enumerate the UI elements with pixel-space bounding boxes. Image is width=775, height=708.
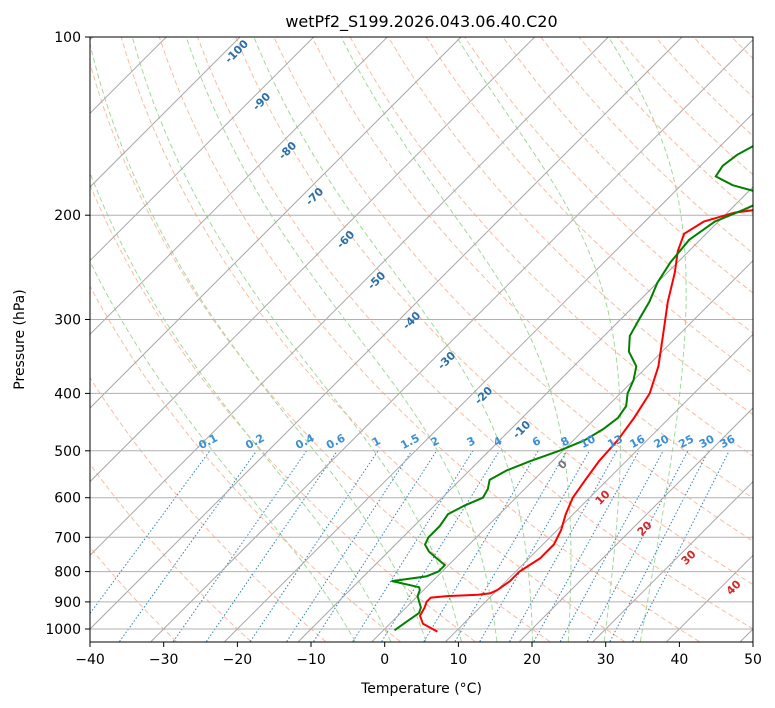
isotherm xyxy=(90,37,315,262)
dry-adiabat xyxy=(90,463,252,642)
x-tick-label: 40 xyxy=(670,652,688,668)
y-tick-label: 800 xyxy=(54,565,81,581)
dry-adiabat xyxy=(197,37,753,630)
isobars xyxy=(90,37,753,630)
plot-frame xyxy=(89,36,754,643)
mixing-ratio-label: 30 xyxy=(697,432,717,451)
y-tick-label: 1000 xyxy=(45,622,81,638)
isotherm xyxy=(90,37,388,336)
moist-adiabats xyxy=(90,37,687,642)
isotherm xyxy=(592,480,753,642)
x-tick-label: −30 xyxy=(149,652,179,668)
temperature-line xyxy=(419,209,753,633)
y-tick-label: 200 xyxy=(54,208,81,224)
isotherm xyxy=(150,38,753,642)
isotherm xyxy=(224,112,753,642)
mixing-ratio-line xyxy=(586,450,689,642)
mixing-ratio-line xyxy=(313,450,438,642)
x-tick-label: 30 xyxy=(597,652,615,668)
isotherm xyxy=(90,37,609,557)
mixing-ratio-line xyxy=(172,450,308,642)
plot-area xyxy=(90,37,753,642)
x-tick-label: 0 xyxy=(380,652,389,668)
y-axis-label: Pressure (hPa) xyxy=(12,289,28,389)
y-tick-label: 100 xyxy=(54,30,81,46)
moist-adiabat xyxy=(90,41,427,642)
x-tick-label: 10 xyxy=(449,652,467,668)
dry-adiabat xyxy=(311,37,753,499)
moist-adiabat xyxy=(456,37,622,642)
isotherm xyxy=(298,186,753,642)
isotherm xyxy=(90,37,536,483)
mixing-ratio-label: 13 xyxy=(605,432,625,451)
mixing-ratio-line xyxy=(509,450,618,642)
x-axis-label: Temperature (°C) xyxy=(360,681,482,697)
mixing-ratio-line xyxy=(632,450,730,642)
dry-adiabat xyxy=(120,37,625,642)
moist-adiabat xyxy=(131,37,462,642)
y-tick-label: 700 xyxy=(54,530,81,546)
mixing-ratio-label: 16 xyxy=(628,432,648,451)
isotherm xyxy=(371,259,753,642)
mixing-ratio-line xyxy=(205,450,338,642)
chart-title: wetPf2_S199.2026.043.06.40.C20 xyxy=(285,12,557,32)
mixing-ratio-line xyxy=(609,450,709,642)
mixing-ratio-label: 20 xyxy=(652,432,672,451)
y-tick-label: 900 xyxy=(54,595,81,611)
dry-adiabat xyxy=(90,376,327,642)
mixing-ratio-line xyxy=(559,450,664,642)
dry-adiabat xyxy=(90,61,551,642)
dry-adiabat xyxy=(235,37,753,586)
dry-adiabat xyxy=(502,37,753,294)
mixing-ratio-label: 25 xyxy=(676,432,696,451)
y-tick-label: 600 xyxy=(54,491,81,507)
mixing-ratio-line xyxy=(352,450,474,642)
isotherm xyxy=(519,407,753,642)
isotherm xyxy=(90,37,241,188)
isotherm xyxy=(445,333,753,642)
x-tick-label: 50 xyxy=(744,652,762,668)
y-tick-label: 300 xyxy=(54,313,81,329)
x-tick-label: −40 xyxy=(75,652,105,668)
dry-adiabat xyxy=(90,546,177,642)
moist-adiabat xyxy=(608,37,687,642)
x-tick-label: 20 xyxy=(523,652,541,668)
mixing-ratio-label: 36 xyxy=(718,432,738,451)
mixing-ratio-line xyxy=(90,450,211,615)
x-tick-label: −10 xyxy=(296,652,326,668)
y-tick-label: 400 xyxy=(54,386,81,402)
isotherm xyxy=(90,37,462,409)
mixing-ratio-line xyxy=(286,450,413,642)
moist-adiabat xyxy=(340,37,572,642)
dewpoint-line xyxy=(391,144,753,632)
y-tick-label: 500 xyxy=(54,444,81,460)
mixing-ratio-line xyxy=(119,450,258,642)
dry-adiabat xyxy=(425,37,753,375)
mixing-ratio-line xyxy=(479,450,590,642)
mixing-ratio-line xyxy=(381,450,500,642)
dry-adiabat xyxy=(387,37,753,416)
x-tick-label: −20 xyxy=(223,652,253,668)
isotherm xyxy=(90,37,683,630)
mixing-ratio-label: 10 xyxy=(578,432,598,451)
moist-adiabat xyxy=(253,37,533,642)
moist-adiabat xyxy=(90,260,356,642)
moist-adiabat xyxy=(185,37,498,642)
dry-adiabat xyxy=(158,37,700,642)
moist-adiabat xyxy=(90,171,392,642)
isotherms xyxy=(90,37,753,642)
dry-adiabat xyxy=(90,183,476,642)
